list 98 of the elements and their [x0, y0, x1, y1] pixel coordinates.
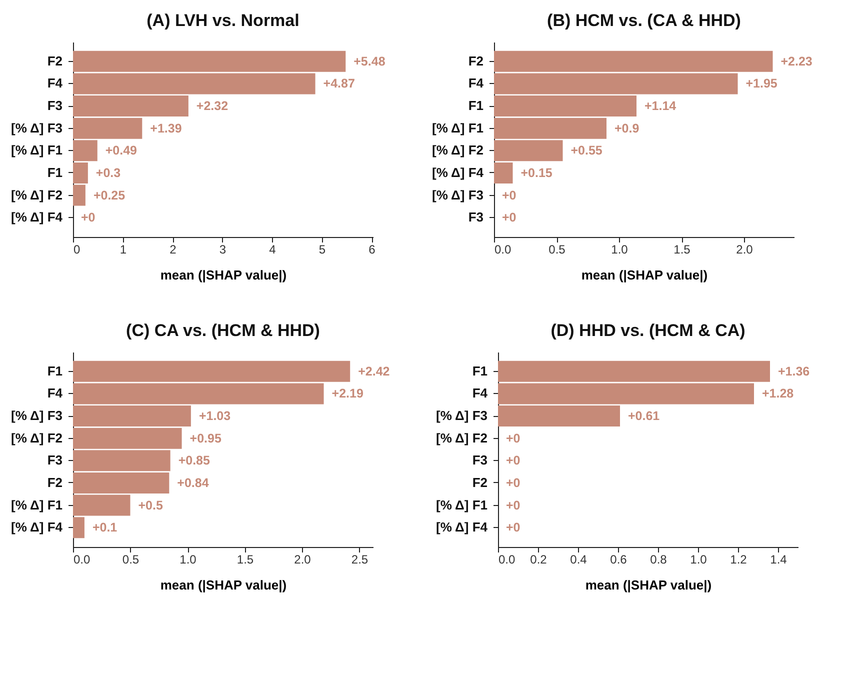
data-label: +0.85 [178, 454, 210, 468]
y-tick-label: [% Δ] F3 [11, 120, 62, 136]
data-label: +0.61 [628, 409, 660, 424]
data-label: +1.39 [150, 121, 182, 136]
x-tick-label: 1.5 [236, 552, 254, 566]
y-tick-label: F3 [468, 210, 484, 225]
y-tick-label: [% Δ] F1 [11, 142, 62, 158]
data-label: +1.36 [778, 364, 810, 378]
y-tick-label: F4 [47, 76, 64, 91]
data-label: +0 [506, 431, 520, 446]
y-tick-label: F1 [47, 363, 62, 378]
data-label: +0.3 [96, 166, 121, 180]
data-label: +0.5 [138, 498, 163, 512]
x-tick-label: 1.5 [674, 242, 691, 256]
x-tick-label: 0.2 [530, 552, 548, 566]
data-label: +0.84 [177, 476, 209, 490]
data-label: +1.03 [198, 409, 231, 424]
y-tick-label: [% Δ] F2 [432, 142, 484, 158]
y-tick-label: [% Δ] F3 [11, 408, 62, 424]
y-tick-label: [% Δ] F3 [436, 408, 488, 424]
data-label: +0 [502, 210, 516, 225]
data-label: +0 [506, 520, 520, 535]
data-label: +1.14 [644, 99, 676, 114]
x-tick-label: 0 [74, 242, 80, 256]
x-tick-label: 0.4 [570, 552, 588, 566]
x-tick-label: 0.5 [122, 552, 140, 566]
data-label: +0 [502, 188, 516, 202]
y-tick-label: F4 [47, 386, 64, 401]
x-tick-label: 2.0 [294, 552, 312, 566]
data-label: +0 [81, 210, 96, 225]
x-tick-label: 0.8 [650, 552, 668, 566]
chart-title: (B) HCM vs. (CA & HHD) [547, 11, 741, 30]
y-tick-label: F4 [472, 386, 488, 401]
x-tick-label: 2.0 [736, 242, 754, 256]
y-tick-label: [% Δ] F4 [11, 520, 64, 535]
x-axis-title: mean (|SHAP value|) [585, 578, 712, 592]
y-tick-label: F1 [47, 164, 62, 180]
x-axis-title: mean (|SHAP value|) [581, 268, 708, 282]
data-label: +2.23 [780, 54, 812, 68]
y-tick-label: [% Δ] F4 [432, 164, 484, 180]
x-tick-label: 0.0 [494, 242, 512, 256]
x-axis-title: mean (|SHAP value|) [160, 578, 287, 592]
y-tick-label: [% Δ] F2 [11, 430, 62, 446]
x-tick-label: 5 [318, 242, 326, 256]
y-tick-label: F1 [472, 363, 488, 378]
x-tick-label: 6 [368, 242, 376, 256]
x-tick-label: 0.0 [498, 552, 516, 566]
x-tick-label: 0.6 [610, 552, 628, 566]
data-label: +0.9 [614, 121, 640, 136]
y-tick-label: F4 [468, 76, 484, 91]
y-tick-label: F3 [47, 98, 62, 114]
x-tick-label: 1.0 [690, 552, 708, 566]
y-tick-label: F3 [47, 452, 62, 468]
y-tick-label: F2 [468, 53, 484, 68]
x-tick-label: 1.0 [180, 552, 197, 566]
y-tick-label: F2 [472, 474, 488, 490]
data-label: +0 [506, 454, 520, 468]
chart-title: (D) HHD vs. (HCM & CA) [550, 321, 746, 340]
x-tick-label: 0.0 [74, 552, 91, 566]
data-label: +1.28 [762, 386, 794, 401]
data-label: +0 [506, 498, 520, 512]
data-label: +0 [506, 476, 520, 490]
data-label: +2.42 [358, 364, 390, 378]
y-tick-label: [% Δ] F4 [11, 210, 64, 225]
data-label: +0.25 [93, 188, 126, 202]
x-tick-label: 1 [120, 242, 127, 256]
y-tick-label: [% Δ] F2 [436, 430, 488, 446]
x-tick-label: 2.5 [351, 552, 368, 566]
x-tick-label: 0.5 [548, 242, 566, 256]
y-tick-label: [% Δ] F1 [432, 120, 484, 136]
x-tick-label: 1.2 [730, 552, 748, 566]
data-label: +0.15 [520, 166, 552, 180]
chart-title: (C) CA vs. (HCM & HHD) [126, 321, 320, 340]
chart-title: (A) LVH vs. Normal [146, 11, 300, 30]
y-tick-label: [% Δ] F1 [11, 497, 62, 512]
data-label: +4.87 [323, 76, 355, 91]
y-tick-label: F3 [472, 452, 488, 468]
data-label: +0.55 [570, 144, 602, 158]
y-tick-label: F1 [468, 98, 484, 114]
x-tick-label: 4 [269, 242, 276, 256]
y-tick-label: [% Δ] F4 [436, 520, 488, 535]
x-tick-label: 1.4 [770, 552, 788, 566]
data-label: +0.95 [190, 431, 222, 446]
y-tick-label: [% Δ] F1 [436, 497, 488, 512]
data-label: +1.95 [746, 76, 778, 91]
x-tick-label: 1.0 [611, 242, 628, 256]
data-label: +2.32 [196, 99, 228, 114]
y-tick-label: [% Δ] F3 [432, 187, 484, 202]
data-label: +5.48 [354, 54, 386, 68]
x-axis-title: mean (|SHAP value|) [160, 268, 287, 282]
y-tick-label: [% Δ] F2 [11, 187, 62, 202]
data-label: +0.49 [105, 144, 138, 158]
data-label: +2.19 [332, 386, 364, 401]
data-label: +0.1 [92, 520, 118, 535]
x-tick-label: 2 [170, 242, 177, 256]
y-tick-label: F2 [47, 474, 62, 490]
y-tick-label: F2 [47, 53, 62, 68]
x-tick-label: 3 [219, 242, 226, 256]
